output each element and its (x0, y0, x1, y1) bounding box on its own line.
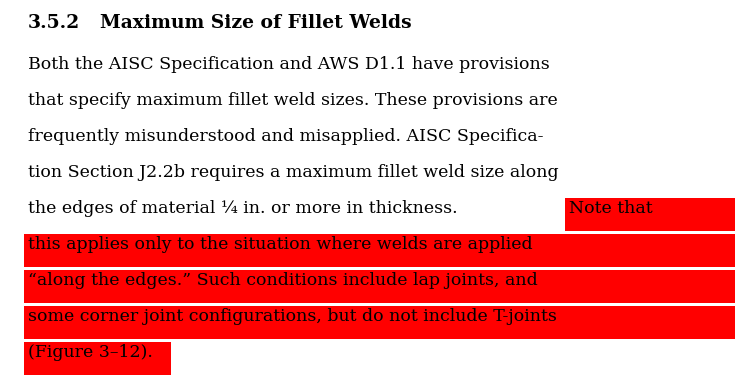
Text: the edges of material ¼ in. or more in thickness.: the edges of material ¼ in. or more in t… (28, 200, 457, 217)
Bar (24, 234, 735, 267)
Text: Note that: Note that (569, 200, 653, 217)
Text: that specify maximum fillet weld sizes. These provisions are: that specify maximum fillet weld sizes. … (28, 92, 558, 109)
Text: Maximum Size of Fillet Welds: Maximum Size of Fillet Welds (100, 14, 412, 32)
Text: (Figure 3–12).: (Figure 3–12). (28, 344, 153, 361)
Bar (24, 270, 735, 303)
Text: tion Section J2.2b requires a maximum fillet weld size along: tion Section J2.2b requires a maximum fi… (28, 164, 559, 181)
Bar (24, 342, 171, 375)
Text: Both the AISC Specification and AWS D1.1 have provisions: Both the AISC Specification and AWS D1.1… (28, 56, 550, 73)
Text: this applies only to the situation where welds are applied: this applies only to the situation where… (28, 236, 532, 253)
Text: frequently misunderstood and misapplied. AISC Specifica-: frequently misunderstood and misapplied.… (28, 128, 544, 145)
Text: 3.5.2: 3.5.2 (28, 14, 80, 32)
Text: “along the edges.” Such conditions include lap joints, and: “along the edges.” Such conditions inclu… (28, 272, 538, 289)
Text: some corner joint configurations, but do not include T-joints: some corner joint configurations, but do… (28, 308, 557, 325)
Bar (565, 198, 735, 231)
Bar (24, 306, 735, 339)
